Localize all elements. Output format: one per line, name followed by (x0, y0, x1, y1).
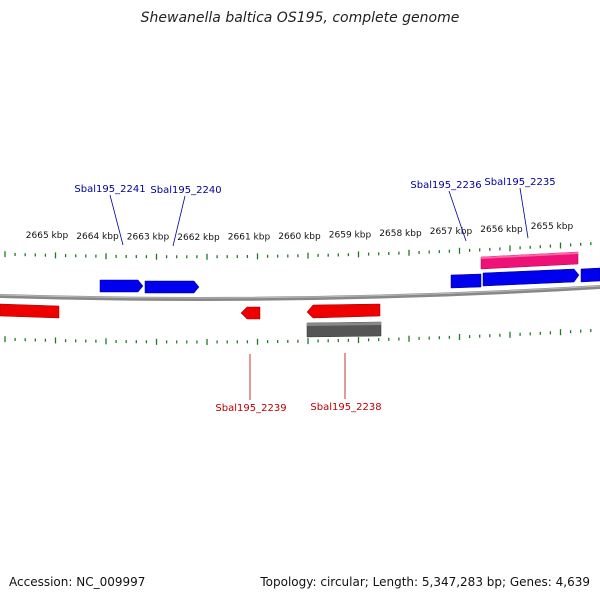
connector-sbal195-2241 (109, 194, 124, 246)
accession-label: Accession: NC_009997 (9, 575, 146, 589)
gene-label-sbal195-2241[interactable]: Sbal195_2241 (74, 184, 145, 195)
map-title: Shewanella baltica OS195, complete genom… (140, 10, 460, 26)
genome-backbone (0, 285, 600, 301)
gene-sbal195-2238-arrow[interactable] (306, 303, 381, 319)
gene-label-sbal195-2236[interactable]: Sbal195_2236 (410, 180, 481, 191)
gene-label-sbal195-2238[interactable]: Sbal195_2238 (310, 402, 381, 413)
gene-sbal195-2240-arrow[interactable] (144, 280, 200, 294)
label-connectors (109, 187, 529, 400)
gene-sbal195-2235-shade (481, 252, 578, 259)
gene-sbal195-2236-arrow[interactable] (482, 268, 580, 287)
forward-genes (99, 267, 600, 294)
gene-label-sbal195-2235[interactable]: Sbal195_2235 (484, 177, 555, 188)
scale-label: 2663 kbp (127, 233, 170, 243)
scale-label: 2661 kbp (228, 232, 271, 242)
scale-ticks-forward (4, 242, 592, 260)
reverse-genes (0, 303, 381, 320)
gene-sbal195-2239-arrow[interactable] (240, 306, 261, 320)
gene-sbal195-2241-arrow[interactable] (99, 279, 144, 293)
gene-grey-bar-shade (307, 322, 381, 326)
genome-summary: Topology: circular; Length: 5,347,283 bp… (260, 575, 590, 589)
scale-label: 2656 kbp (480, 225, 523, 235)
scale-label: 2660 kbp (278, 232, 321, 242)
connector-sbal195-2240 (172, 195, 186, 247)
scale-ticks-reverse (4, 329, 592, 345)
gene-label-sbal195-2239[interactable]: Sbal195_2239 (215, 403, 286, 414)
gene-forward-arrow[interactable] (450, 273, 482, 289)
connector-sbal195-2235 (519, 187, 529, 239)
gene-label-sbal195-2240[interactable]: Sbal195_2240 (150, 185, 221, 196)
connector-sbal195-2236 (448, 190, 467, 242)
scale-label: 2664 kbp (76, 232, 119, 242)
scale-label: 2665 kbp (26, 231, 69, 241)
scale-label: 2662 kbp (177, 233, 220, 243)
scale-label: 2658 kbp (379, 229, 422, 239)
gene-forward-arrow-edge[interactable] (580, 267, 600, 283)
genome-backbone-highlight (0, 285, 600, 299)
scale-label: 2659 kbp (329, 231, 372, 241)
scale-label: 2655 kbp (531, 222, 574, 232)
scale-labels: 2665 kbp 2664 kbp 2663 kbp 2662 kbp 2661 kbp… (26, 222, 574, 243)
gene-labels: Sbal195_2241 Sbal195_2240 Sbal195_2236 S… (74, 177, 555, 414)
gene-reverse-bar[interactable] (0, 303, 60, 319)
scale-label: 2657 kbp (430, 227, 473, 237)
